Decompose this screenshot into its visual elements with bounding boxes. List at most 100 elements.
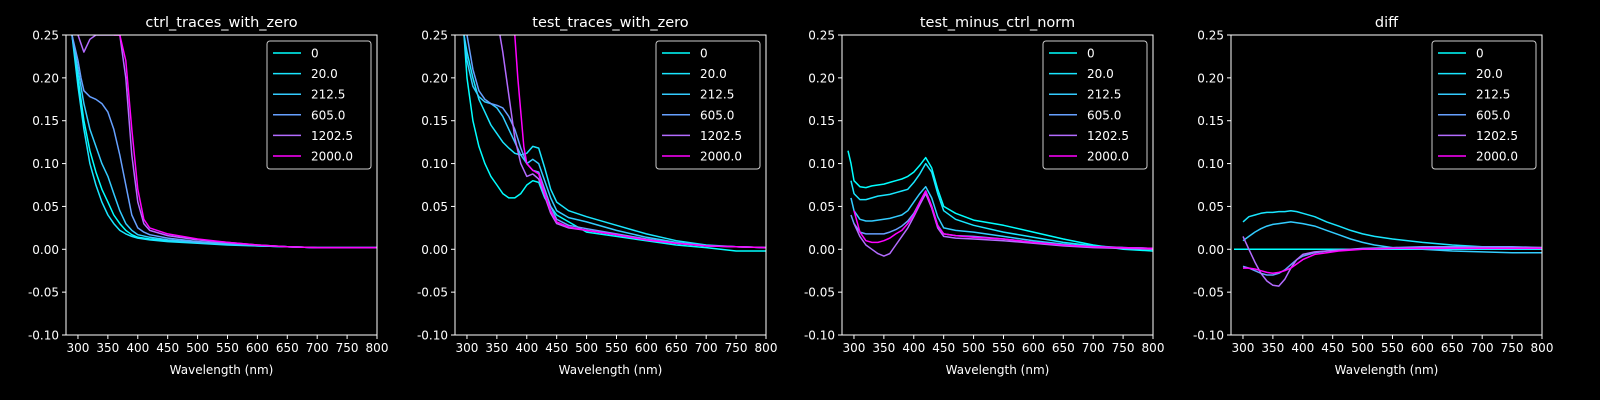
legend-label: 1202.5 xyxy=(1476,129,1518,143)
x-tick-label: 700 xyxy=(1082,341,1105,355)
x-axis-label: Wavelength (nm) xyxy=(946,363,1050,377)
x-tick-label: 650 xyxy=(276,341,299,355)
x-tick-label: 500 xyxy=(575,341,598,355)
x-tick-label: 550 xyxy=(992,341,1015,355)
y-tick-label: 0.15 xyxy=(421,114,448,128)
x-tick-label: 400 xyxy=(1291,341,1314,355)
x-tick-label: 300 xyxy=(456,341,479,355)
y-tick-label: 0.20 xyxy=(32,71,59,85)
y-tick-label: -0.05 xyxy=(1193,286,1224,300)
legend-label: 605.0 xyxy=(1476,108,1510,122)
x-tick-label: 800 xyxy=(1531,341,1554,355)
x-tick-label: 600 xyxy=(635,341,658,355)
y-tick-label: 0.25 xyxy=(32,29,59,43)
x-tick-label: 300 xyxy=(67,341,90,355)
x-tick-label: 500 xyxy=(186,341,209,355)
legend-label: 212.5 xyxy=(1476,88,1510,102)
series-line-20-0 xyxy=(1242,209,1542,249)
y-tick-label: 0.00 xyxy=(32,243,59,257)
x-tick-label: 350 xyxy=(1261,341,1284,355)
x-tick-label: 350 xyxy=(485,341,508,355)
x-tick-label: 450 xyxy=(932,341,955,355)
x-tick-label: 450 xyxy=(1321,341,1344,355)
legend-label: 1202.5 xyxy=(311,129,353,143)
y-tick-label: 0.25 xyxy=(1197,29,1224,43)
legend: 0 20.0 212.5 605.0 1202.5 2000.0 xyxy=(1042,40,1148,170)
x-tick-label: 400 xyxy=(902,341,925,355)
y-tick-label: -0.10 xyxy=(804,329,835,343)
y-tick-label: 0.25 xyxy=(421,29,448,43)
y-tick-label: -0.05 xyxy=(417,286,448,300)
y-tick-label: 0.15 xyxy=(32,114,59,128)
legend: 0 20.0 212.5 605.0 1202.5 2000.0 xyxy=(266,40,372,170)
y-tick-label: -0.10 xyxy=(1193,329,1224,343)
axes-frame xyxy=(1230,34,1543,336)
x-tick-label: 800 xyxy=(755,341,778,355)
x-tick-label: 650 xyxy=(1441,341,1464,355)
series-line-1202-5 xyxy=(1242,236,1542,287)
series-line-2000-0 xyxy=(514,35,766,249)
y-tick-label: 0.00 xyxy=(808,243,835,257)
axes-frame xyxy=(454,34,767,336)
legend-label: 0 xyxy=(1087,47,1095,61)
legend-label: 20.0 xyxy=(700,67,727,81)
x-tick-label: 750 xyxy=(336,341,359,355)
x-axis-label: Wavelength (nm) xyxy=(559,363,663,377)
legend: 0 20.0 212.5 605.0 1202.5 2000.0 xyxy=(655,40,761,170)
chart-title: test_minus_ctrl_norm xyxy=(920,15,1075,31)
legend-label: 1202.5 xyxy=(700,129,742,143)
chart-title: diff xyxy=(1375,15,1399,31)
x-tick-label: 400 xyxy=(126,341,149,355)
y-tick-label: 0.25 xyxy=(808,29,835,43)
legend-label: 20.0 xyxy=(311,67,338,81)
series-line-20-0 xyxy=(463,35,766,249)
chart-panel-4: 300 350 400 450 500 550 600 650 700 750 800 -0.10 -0… xyxy=(1193,15,1554,377)
chart-title: test_traces_with_zero xyxy=(532,15,689,31)
legend-label: 2000.0 xyxy=(1087,150,1129,164)
y-tick-label: 0.05 xyxy=(421,200,448,214)
x-tick-label: 600 xyxy=(246,341,269,355)
legend-label: 20.0 xyxy=(1087,67,1114,81)
series-line-2000-0 xyxy=(113,35,377,249)
x-tick-label: 300 xyxy=(1232,341,1255,355)
y-tick-label: 0.10 xyxy=(32,157,59,171)
x-tick-label: 800 xyxy=(366,341,389,355)
y-tick-label: 0.05 xyxy=(808,200,835,214)
series-line-20-0 xyxy=(850,162,1153,250)
series-line-212-5 xyxy=(463,35,766,249)
legend-label: 605.0 xyxy=(1087,108,1121,122)
series-line-1202-5 xyxy=(853,192,1153,257)
series-lines xyxy=(71,35,377,249)
y-tick-label: 0.20 xyxy=(808,71,835,85)
chart-panel-3: 300 350 400 450 500 550 600 650 700 750 800 -0.10 -0… xyxy=(804,15,1165,377)
x-tick-label: 750 xyxy=(1112,341,1135,355)
y-tick-label: 0.10 xyxy=(1197,157,1224,171)
x-tick-label: 500 xyxy=(962,341,985,355)
x-tick-label: 550 xyxy=(605,341,628,355)
x-axis-label: Wavelength (nm) xyxy=(1335,363,1439,377)
x-tick-label: 350 xyxy=(872,341,895,355)
y-tick-label: -0.10 xyxy=(28,329,59,343)
y-tick-label: 0.05 xyxy=(32,200,59,214)
legend-label: 2000.0 xyxy=(700,150,742,164)
series-lines xyxy=(1234,209,1542,287)
legend-label: 0 xyxy=(311,47,319,61)
x-tick-label: 750 xyxy=(725,341,748,355)
series-line-212-5 xyxy=(1242,221,1542,254)
x-tick-label: 300 xyxy=(843,341,866,355)
x-axis-label: Wavelength (nm) xyxy=(170,363,274,377)
series-line-212-5 xyxy=(850,185,1153,250)
chart-panel-2: 300 350 400 450 500 550 600 650 700 750 800 -0.10 -0… xyxy=(417,15,778,377)
x-tick-label: 700 xyxy=(695,341,718,355)
legend-label: 605.0 xyxy=(700,108,734,122)
x-tick-label: 600 xyxy=(1022,341,1045,355)
x-tick-label: 750 xyxy=(1501,341,1524,355)
x-tick-label: 650 xyxy=(665,341,688,355)
y-tick-label: 0.15 xyxy=(1197,114,1224,128)
x-tick-label: 550 xyxy=(1381,341,1404,355)
x-tick-label: 550 xyxy=(216,341,239,355)
chart-panel-1: 300 350 400 450 500 550 600 650 700 750 800 -0.10 -0… xyxy=(28,15,389,377)
legend-label: 2000.0 xyxy=(1476,150,1518,164)
legend-label: 0 xyxy=(700,47,708,61)
